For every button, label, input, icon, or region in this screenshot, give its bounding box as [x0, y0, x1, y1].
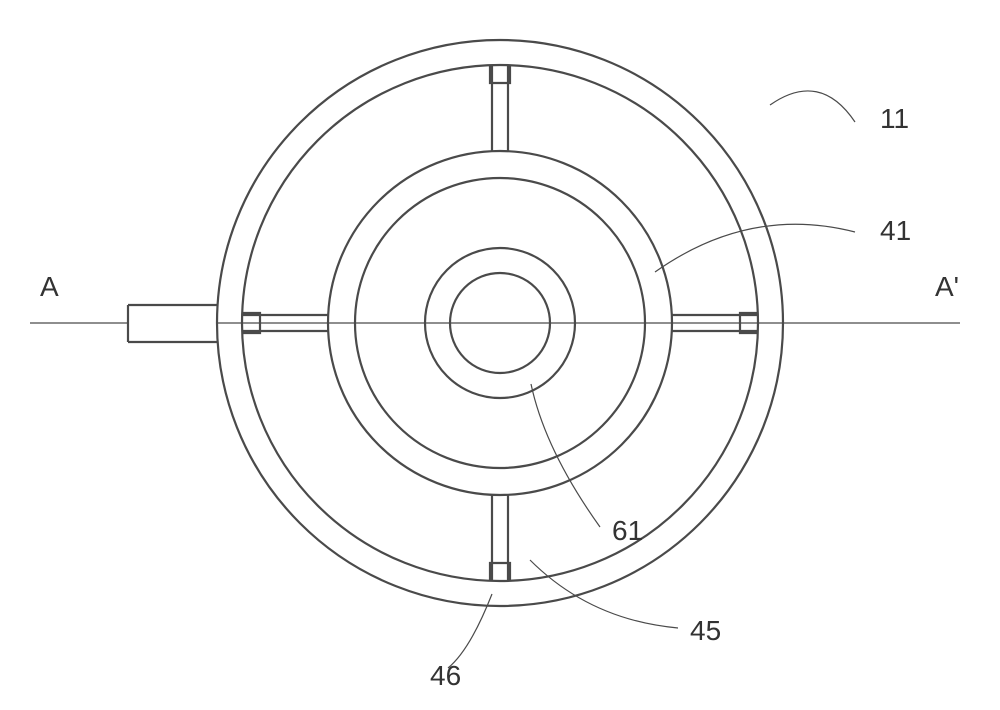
- label-A: A: [40, 271, 59, 302]
- label-l61: 61: [612, 515, 643, 546]
- leader-l11: [770, 91, 855, 122]
- leader-l61: [531, 384, 600, 527]
- label-l41: 41: [880, 215, 911, 246]
- leader-l41: [655, 224, 855, 272]
- label-l46: 46: [430, 660, 461, 691]
- label-Aprime: A': [935, 271, 959, 302]
- leader-l45: [530, 560, 678, 628]
- label-l11: 11: [880, 103, 909, 134]
- label-l45: 45: [690, 615, 721, 646]
